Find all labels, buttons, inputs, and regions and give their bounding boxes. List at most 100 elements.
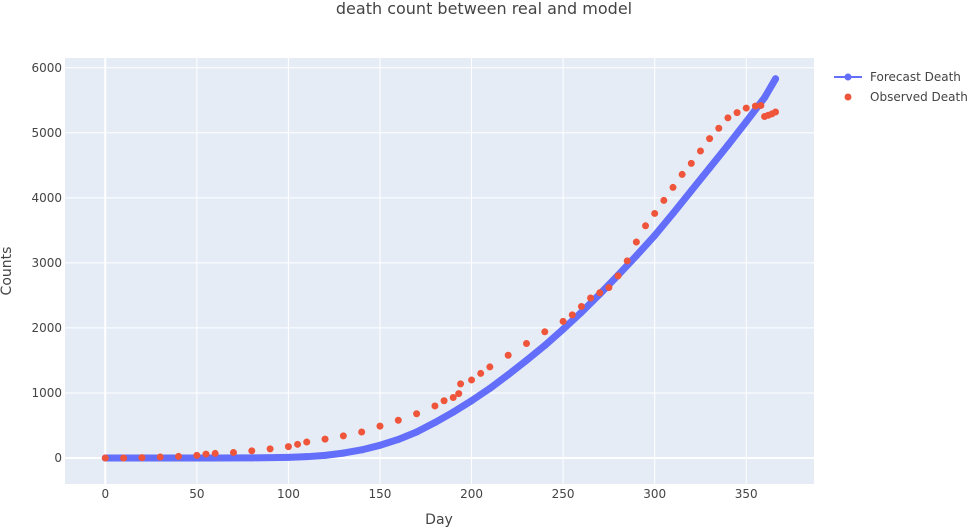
data-point-observed-deaths: [138, 454, 145, 461]
x-tick-label: 200: [460, 487, 483, 501]
y-tick-label: 2000: [31, 321, 62, 335]
data-point-observed-deaths: [376, 423, 383, 430]
legend-label: Forecast Death: [870, 70, 961, 84]
data-point-forecast-death: [743, 118, 750, 125]
x-tick-label: 50: [189, 487, 204, 501]
x-tick-label: 250: [552, 487, 575, 501]
data-point-observed-deaths: [578, 303, 585, 310]
data-point-forecast-death: [761, 94, 768, 101]
data-point-forecast-death: [688, 187, 695, 194]
data-point-observed-deaths: [477, 370, 484, 377]
data-point-forecast-death: [651, 232, 658, 239]
data-point-forecast-death: [486, 385, 493, 392]
data-point-observed-deaths: [772, 108, 779, 115]
chart-title: death count between real and model: [336, 0, 632, 18]
legend-marker-forecast-death: [845, 74, 852, 81]
data-point-observed-deaths: [596, 289, 603, 296]
data-point-observed-deaths: [615, 272, 622, 279]
data-point-observed-deaths: [486, 363, 493, 370]
data-point-forecast-death: [395, 436, 402, 443]
data-point-observed-deaths: [455, 390, 462, 397]
x-tick-label: 150: [369, 487, 392, 501]
data-point-observed-deaths: [505, 352, 512, 359]
data-point-observed-deaths: [441, 397, 448, 404]
data-point-observed-deaths: [523, 340, 530, 347]
data-point-forecast-death: [724, 142, 731, 149]
data-point-observed-deaths: [669, 184, 676, 191]
data-point-observed-deaths: [605, 284, 612, 291]
data-point-observed-deaths: [569, 311, 576, 318]
data-point-observed-deaths: [715, 125, 722, 132]
data-point-observed-deaths: [193, 452, 200, 459]
y-tick-label: 6000: [31, 61, 62, 75]
x-tick-label: 350: [735, 487, 758, 501]
data-point-observed-deaths: [757, 102, 764, 109]
data-point-observed-deaths: [340, 432, 347, 439]
data-point-forecast-death: [376, 442, 383, 449]
data-point-observed-deaths: [175, 453, 182, 460]
data-point-forecast-death: [358, 446, 365, 453]
data-point-observed-deaths: [457, 380, 464, 387]
data-point-forecast-death: [633, 252, 640, 259]
data-point-forecast-death: [431, 419, 438, 426]
data-point-observed-deaths: [203, 451, 210, 458]
data-point-observed-deaths: [560, 318, 567, 325]
data-point-forecast-death: [560, 326, 567, 333]
data-point-observed-deaths: [734, 109, 741, 116]
x-axis-title: Day: [425, 512, 453, 527]
data-point-observed-deaths: [587, 294, 594, 301]
data-point-observed-deaths: [120, 454, 127, 461]
data-point-observed-deaths: [468, 376, 475, 383]
data-point-observed-deaths: [248, 447, 255, 454]
data-point-observed-deaths: [102, 454, 109, 461]
legend-label: Observed Deaths: [870, 90, 967, 104]
data-point-observed-deaths: [724, 114, 731, 121]
data-point-observed-deaths: [541, 328, 548, 335]
data-point-forecast-death: [450, 409, 457, 416]
y-tick-label: 3000: [31, 256, 62, 270]
data-point-observed-deaths: [660, 197, 667, 204]
data-point-observed-deaths: [267, 445, 274, 452]
data-point-forecast-death: [248, 454, 255, 461]
data-point-observed-deaths: [413, 410, 420, 417]
data-point-observed-deaths: [395, 417, 402, 424]
data-point-observed-deaths: [651, 210, 658, 217]
data-point-observed-deaths: [212, 450, 219, 457]
data-point-observed-deaths: [642, 222, 649, 229]
data-point-observed-deaths: [285, 443, 292, 450]
data-point-observed-deaths: [230, 449, 237, 456]
data-point-observed-deaths: [294, 441, 301, 448]
y-tick-label: 5000: [31, 126, 62, 140]
data-point-observed-deaths: [303, 439, 310, 446]
legend-marker-observed-deaths: [845, 94, 852, 101]
data-point-forecast-death: [541, 342, 548, 349]
data-point-forecast-death: [468, 397, 475, 404]
y-axis-title: Counts: [0, 247, 15, 296]
data-point-observed-deaths: [624, 257, 631, 264]
data-point-observed-deaths: [743, 105, 750, 112]
data-point-observed-deaths: [322, 436, 329, 443]
data-point-forecast-death: [340, 450, 347, 457]
y-tick-label: 0: [54, 451, 62, 465]
data-point-observed-deaths: [157, 454, 164, 461]
x-tick-label: 100: [277, 487, 300, 501]
data-point-observed-deaths: [697, 148, 704, 155]
x-tick-label: 0: [101, 487, 109, 501]
x-tick-label: 300: [643, 487, 666, 501]
data-point-forecast-death: [669, 210, 676, 217]
y-tick-label: 1000: [31, 386, 62, 400]
data-point-observed-deaths: [706, 135, 713, 142]
data-point-observed-deaths: [358, 428, 365, 435]
data-point-forecast-death: [322, 452, 329, 459]
y-tick-label: 4000: [31, 191, 62, 205]
data-point-forecast-death: [285, 454, 292, 461]
data-point-forecast-death: [303, 453, 310, 460]
data-point-forecast-death: [523, 357, 530, 364]
data-point-observed-deaths: [679, 171, 686, 178]
data-point-observed-deaths: [431, 402, 438, 409]
data-point-observed-deaths: [688, 160, 695, 167]
data-point-forecast-death: [505, 371, 512, 378]
data-point-observed-deaths: [633, 239, 640, 246]
